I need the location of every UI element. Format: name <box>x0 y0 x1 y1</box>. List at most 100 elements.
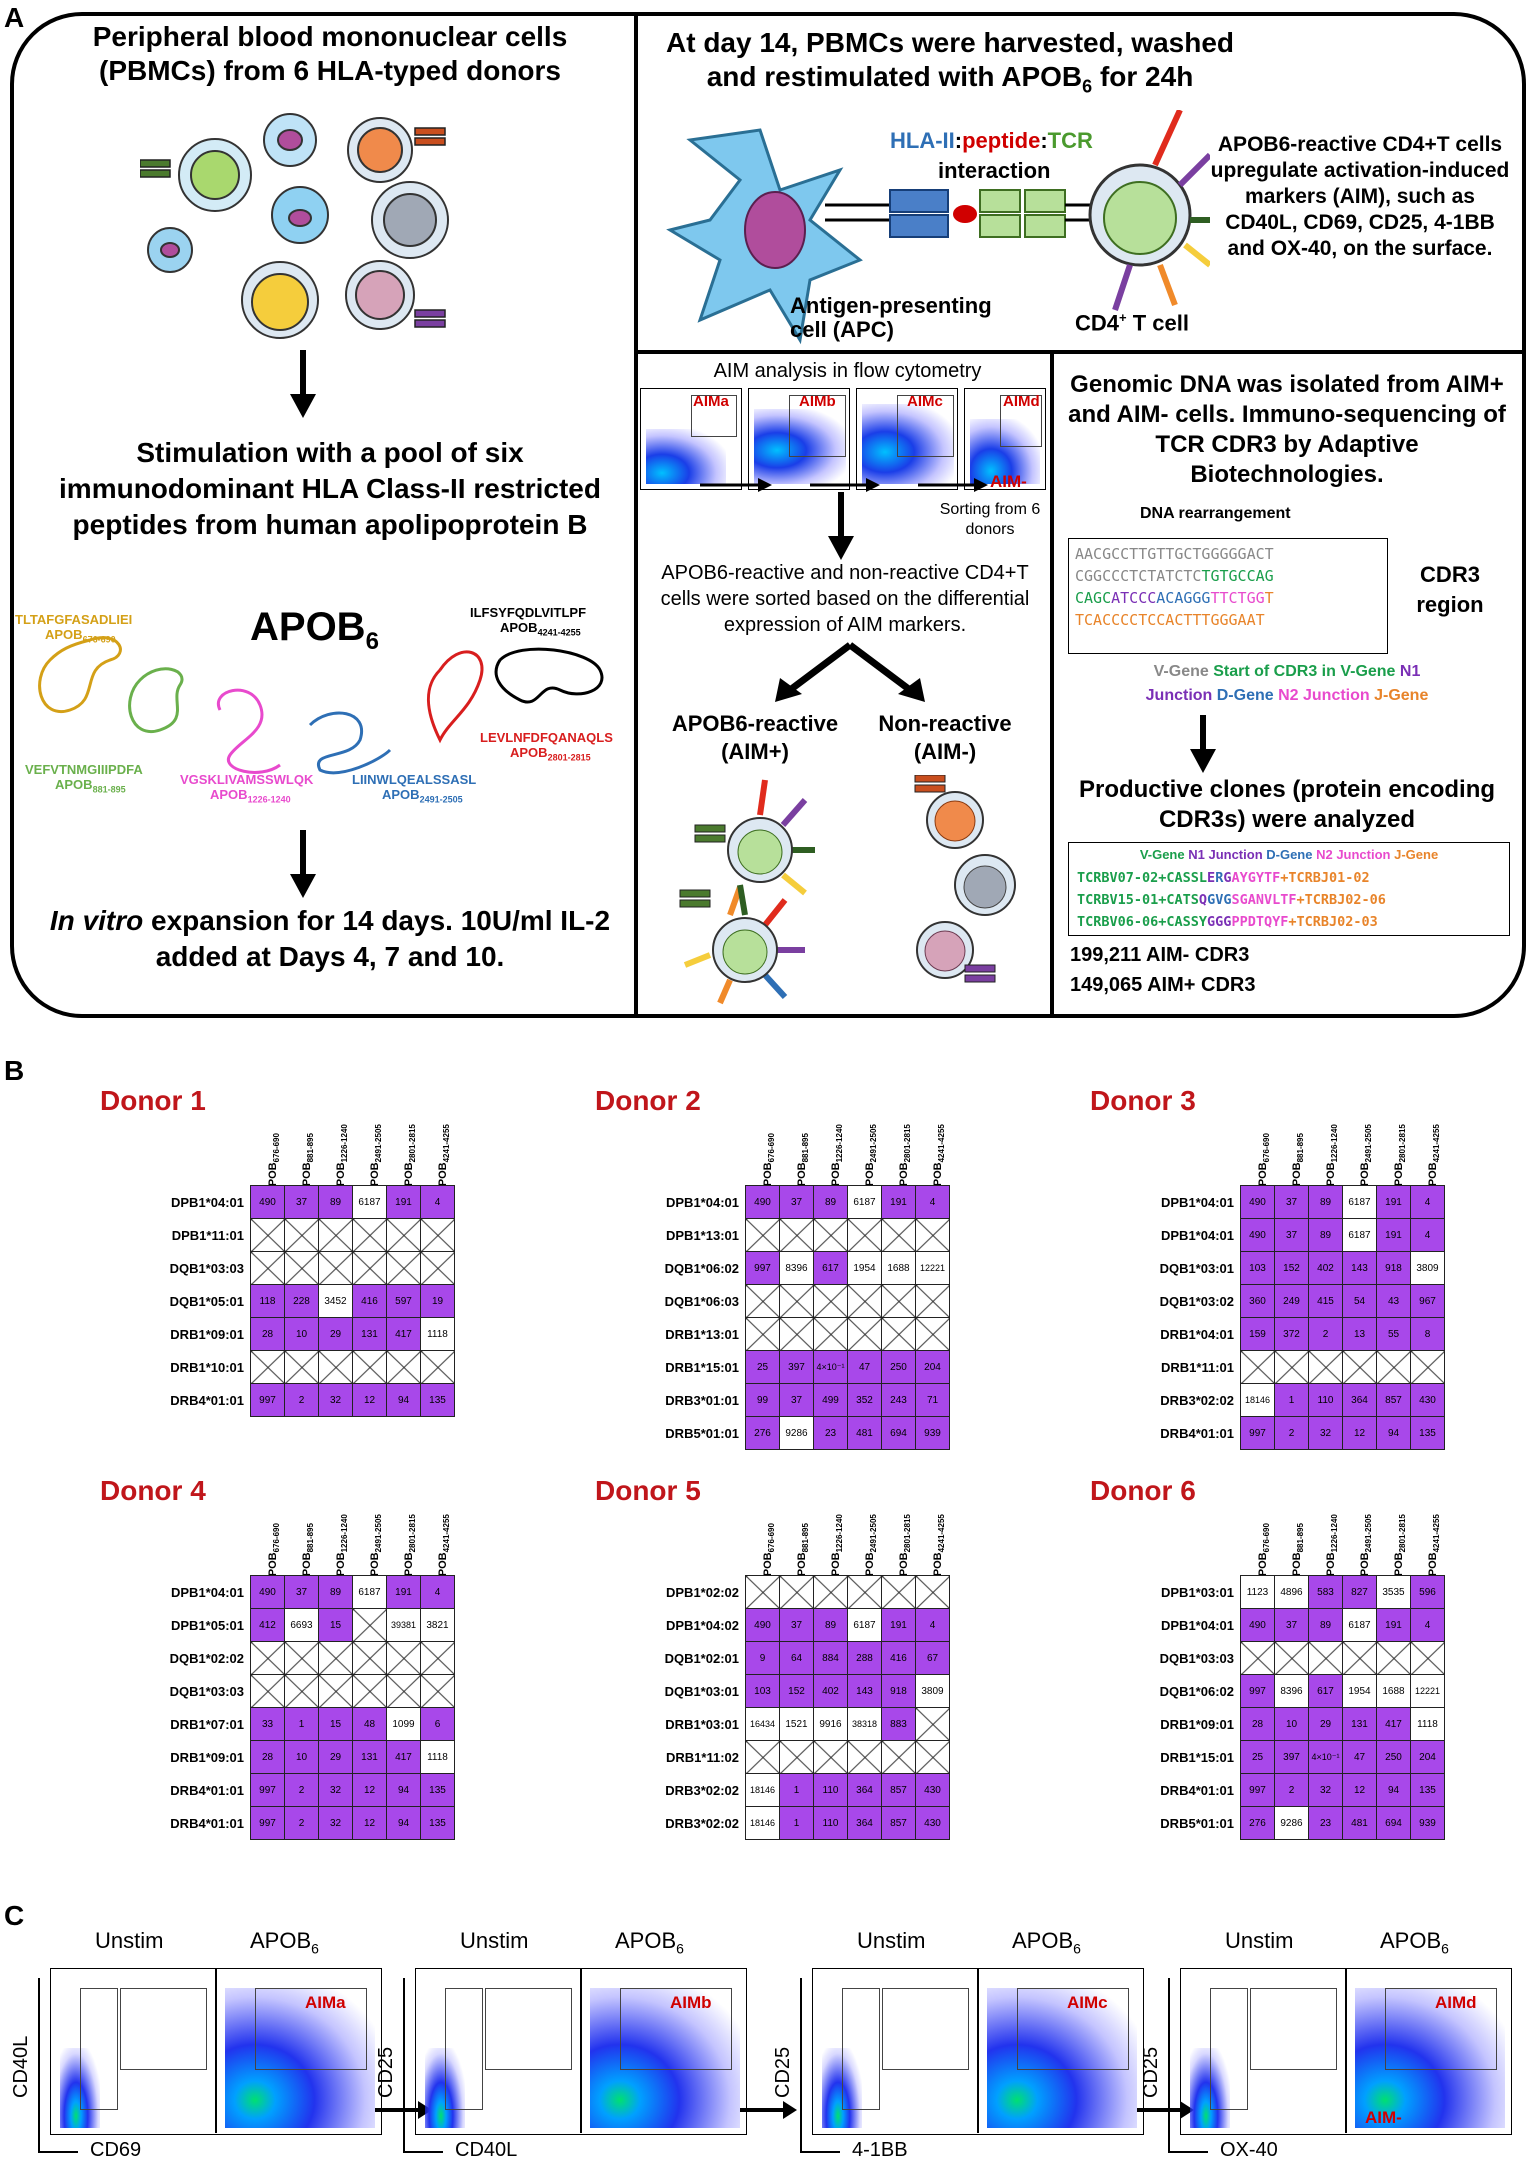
allele-label: DRB1*04:01 <box>1160 1326 1234 1342</box>
table-row: DRB5*01:01 276 9286 23 481 694 939 <box>630 1416 950 1450</box>
binding-cell: 939 <box>1410 1806 1445 1840</box>
legend1-seg: N1 <box>1399 663 1421 680</box>
binding-cell: 204 <box>915 1350 950 1384</box>
binding-cell: 1118 <box>420 1317 455 1351</box>
clone-seg: PPDTQYF <box>1231 914 1289 930</box>
binding-cell <box>813 1218 848 1252</box>
binding-cell: 3809 <box>1410 1251 1445 1285</box>
binding-cell: 583 <box>1308 1575 1343 1609</box>
aim-flow-d-gate: AIMd <box>1003 393 1040 410</box>
binding-cell <box>847 1740 882 1774</box>
unstim-label: Unstim <box>1225 1928 1294 1953</box>
binding-cell: 32 <box>318 1773 353 1807</box>
clone-box: V-Gene N1 Junction D-Gene N2 Junction J-… <box>1068 842 1510 936</box>
allele-label: DRB4*01:01 <box>170 1782 244 1798</box>
binding-cell: 1688 <box>1376 1674 1411 1708</box>
binding-cell <box>745 1575 780 1609</box>
table-row: DPB1*11:01 <box>135 1218 455 1252</box>
binding-cell <box>847 1317 882 1351</box>
dna-seg: ACAGGG <box>1156 589 1211 607</box>
column-header: APOB2491-2505 <box>863 1514 878 1585</box>
allele-label: DRB1*11:02 <box>666 1749 739 1765</box>
peptide-1226: VGSKLIVAMSSWLQK APOB1226-1240 <box>180 772 314 805</box>
peptide-881: VEFVTNMGIIIPDFA APOB881-895 <box>25 762 143 795</box>
binding-cell: 10 <box>284 1740 319 1774</box>
table-row: DRB4*01:01 997 2 32 12 94 135 <box>135 1806 455 1840</box>
binding-cell: 250 <box>1376 1740 1411 1774</box>
binding-cell <box>1342 1641 1377 1675</box>
table-row: DQB1*03:01 103 152 402 143 918 3809 <box>1125 1251 1445 1285</box>
binding-cell: 1 <box>284 1707 319 1741</box>
binding-cell: 37 <box>1274 1218 1309 1252</box>
legend1-seg: V-Gene <box>1153 663 1214 680</box>
binding-cell <box>420 1641 455 1675</box>
column-header: APOB1226-1240 <box>829 1514 844 1585</box>
panel-a-frame <box>10 12 1526 1018</box>
x-axis-label: OX-40 <box>1220 2139 1278 2161</box>
binding-cell: 37 <box>1274 1185 1309 1219</box>
binding-cell <box>779 1317 814 1351</box>
binding-cell: 37 <box>284 1575 319 1609</box>
y-axis <box>800 1978 802 2153</box>
dna-line: AACGCCTTGTTGCTGGGGGACT <box>1075 543 1381 565</box>
aim-upregulate-text: APOB6-reactive CD4+T cells upregulate ac… <box>1210 133 1510 260</box>
binding-cell <box>318 1641 353 1675</box>
stim-dots <box>987 1988 1137 2128</box>
table-row: DRB1*09:01 28 10 29 131 417 1118 <box>135 1740 455 1774</box>
binding-cell: 397 <box>779 1350 814 1384</box>
binding-cell <box>847 1575 882 1609</box>
binding-cell: 37 <box>779 1185 814 1219</box>
binding-cell: 143 <box>847 1674 882 1708</box>
binding-cell: 89 <box>1308 1218 1343 1252</box>
apc-tcr-illustration <box>666 110 1210 345</box>
binding-cell <box>352 1218 387 1252</box>
binding-cell: 12 <box>1342 1773 1377 1807</box>
aim-minus-label: AIM- <box>990 472 1027 491</box>
aim-gate-label: AIMc <box>1067 1993 1108 2012</box>
binding-cell <box>352 1608 387 1642</box>
reactive-label: APOB6-reactive (AIM+) <box>671 711 839 764</box>
stim-dots <box>1355 1988 1505 2128</box>
table-row: DRB1*09:01 28 10 29 131 417 1118 <box>135 1317 455 1351</box>
binding-cell <box>1308 1641 1343 1675</box>
binding-cell: 2 <box>1274 1773 1309 1807</box>
aim-minus-label: AIM- <box>1365 2108 1402 2127</box>
allele-label: DPB1*04:01 <box>666 1194 739 1210</box>
binding-cell <box>284 1641 319 1675</box>
binding-cell: 28 <box>1240 1707 1275 1741</box>
binding-cell: 1 <box>1274 1383 1309 1417</box>
aim-flow-d: AIMd <box>964 388 1046 490</box>
table-row: DRB4*01:01 997 2 32 12 94 135 <box>1125 1416 1445 1450</box>
binding-cell: 4×10⁻¹ <box>1308 1740 1343 1774</box>
binding-cell: 997 <box>1240 1416 1275 1450</box>
binding-cell: 4 <box>915 1608 950 1642</box>
binding-cell: 32 <box>318 1383 353 1417</box>
binding-cell <box>250 1674 285 1708</box>
clone-seg: TCRBV15-01+CATS <box>1077 892 1199 908</box>
binding-cell: 617 <box>1308 1674 1343 1708</box>
binding-cell: 37 <box>779 1383 814 1417</box>
gate-unstim-pos <box>485 1988 572 2070</box>
binding-cell <box>779 1740 814 1774</box>
x-axis-label: CD69 <box>90 2139 142 2161</box>
unstim-label: Unstim <box>460 1928 529 1953</box>
binding-cell: 47 <box>847 1350 882 1384</box>
binding-cell: 4 <box>1410 1608 1445 1642</box>
allele-label: DRB1*09:01 <box>1160 1716 1234 1732</box>
binding-cell <box>745 1218 780 1252</box>
binding-cell: 6187 <box>1342 1608 1377 1642</box>
binding-cell <box>318 1251 353 1285</box>
stim-dots <box>590 1988 740 2128</box>
binding-cell: 228 <box>284 1284 319 1318</box>
binding-cell: 918 <box>1376 1251 1411 1285</box>
binding-cell: 4 <box>1410 1185 1445 1219</box>
binding-cell <box>915 1740 950 1774</box>
binding-cell: 430 <box>915 1806 950 1840</box>
binding-cell: 3821 <box>420 1608 455 1642</box>
next-arrow-head <box>783 2101 797 2119</box>
allele-label: DRB4*01:01 <box>170 1392 244 1408</box>
apc-label: Antigen-presenting cell (APC) <box>790 293 992 342</box>
nonreactive-label: Non-reactive (AIM-) <box>878 711 1012 764</box>
peptide-squiggles <box>38 636 604 775</box>
binding-cell <box>1240 1641 1275 1675</box>
